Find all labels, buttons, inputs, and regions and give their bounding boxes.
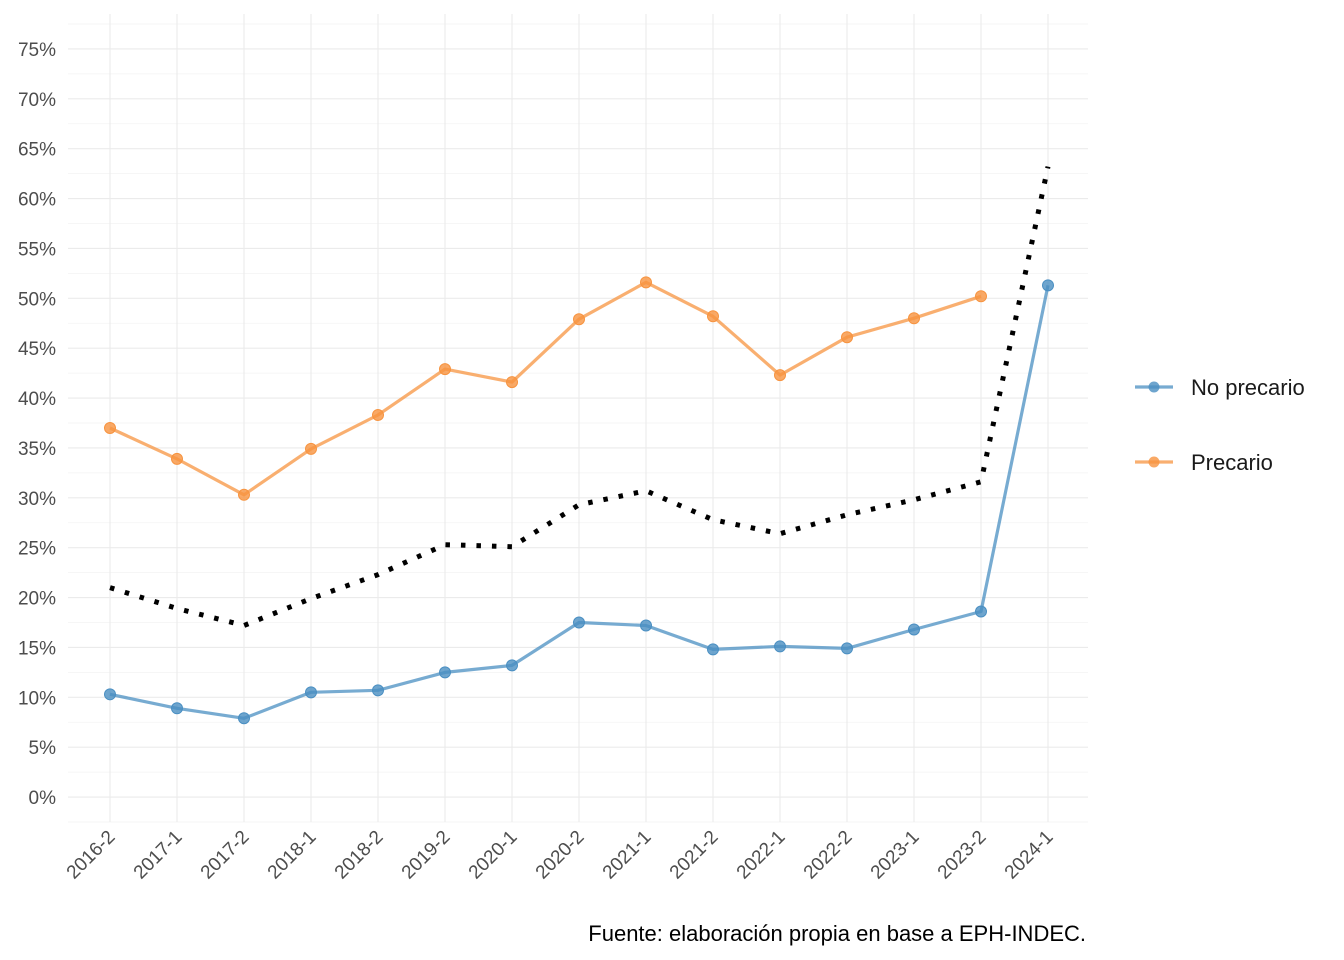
data-point [573,616,585,629]
data-point [238,712,250,725]
data-point [774,640,786,653]
y-tick-label: 55% [18,239,56,260]
legend-key-point [1148,381,1160,393]
data-point [305,686,317,699]
x-tick-label: 2018-1 [264,827,321,884]
x-tick-label: 2018-2 [331,827,388,884]
y-tick-label: 35% [18,439,56,460]
x-tick-label: 2023-2 [934,827,991,884]
legend: No precario Precario [1135,375,1305,475]
x-tick-label: 2021-1 [599,827,656,884]
data-point [104,421,116,434]
y-tick-label: 45% [18,339,56,360]
x-tick-label: 2016-2 [63,827,120,884]
y-tick-label: 15% [18,638,56,659]
data-point [908,623,920,636]
x-tick-label: 2022-1 [733,827,790,884]
y-tick-label: 75% [18,40,56,61]
legend-key-point [1148,456,1160,468]
y-tick-label: 50% [18,289,56,310]
series-0 [104,279,1054,725]
data-point [372,684,384,697]
y-tick-label: 5% [29,738,57,759]
y-tick-label: 40% [18,389,56,410]
y-tick-label: 25% [18,539,56,560]
x-tick-label: 2021-2 [666,827,723,884]
data-point [171,702,183,715]
x-tick-label: 2020-1 [465,827,522,884]
y-axis: 0% 5% 10% 15% 20% 25% 30% 35% 40% 45% 50% 55% 60% 65%… [18,40,56,809]
series-line [109,280,982,497]
data-point [975,290,987,303]
data-point [707,310,719,323]
data-point [372,409,384,422]
x-tick-label: 2017-2 [197,827,254,884]
data-point [171,452,183,465]
y-tick-label: 70% [18,90,56,111]
y-tick-label: 0% [29,788,57,809]
x-tick-label: 2017-1 [130,827,187,884]
data-point [841,331,853,344]
data-point [573,313,585,326]
y-tick-label: 10% [18,688,56,709]
y-tick-label: 60% [18,190,56,211]
data-point [104,688,116,701]
data-point [640,619,652,632]
legend-label: No precario [1191,375,1305,400]
y-tick-label: 30% [18,489,56,510]
x-tick-label: 2024-1 [1001,827,1058,884]
series-1 [104,276,987,501]
data-point [774,369,786,382]
series-layer [104,166,1054,725]
legend-item: Precario [1135,450,1273,475]
data-point [439,363,451,376]
data-point [640,276,652,289]
chart-caption: Fuente: elaboración propia en base a EPH… [588,921,1086,946]
x-axis: 2016-2 2017-1 2017-2 2018-1 2018-2 2019-2 2020… [63,827,1058,884]
data-point [841,642,853,655]
data-point [305,442,317,455]
data-point [506,376,518,389]
x-tick-label: 2019-2 [398,827,455,884]
data-point [238,488,250,501]
x-tick-label: 2022-2 [800,827,857,884]
legend-label: Precario [1191,450,1273,475]
data-point [908,312,920,325]
legend-item: No precario [1135,375,1305,400]
y-tick-label: 65% [18,140,56,161]
data-point [707,643,719,656]
x-tick-label: 2023-1 [867,827,924,884]
data-point [1042,279,1054,292]
x-tick-label: 2020-2 [532,827,589,884]
data-point [439,666,451,679]
y-tick-label: 20% [18,589,56,610]
grid [68,14,1088,823]
data-point [506,659,518,672]
data-point [975,605,987,618]
